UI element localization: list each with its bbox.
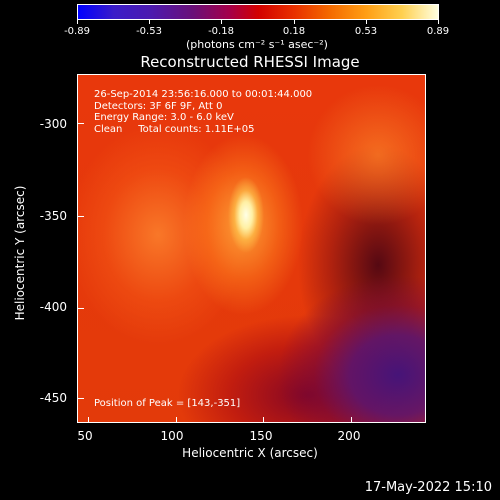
colorbar-tick-mark [366, 20, 367, 24]
y-tick-mark [78, 308, 84, 309]
colorbar-tick-label: 0.18 [282, 26, 306, 37]
y-tick-label: -300 [39, 117, 67, 131]
y-tick-mark [78, 216, 84, 217]
x-tick-label: 150 [249, 429, 273, 443]
y-tick-label: -400 [39, 300, 67, 314]
colorbar-tick-label: 0.53 [354, 26, 378, 37]
colorbar-tick-mark [77, 20, 78, 24]
colorbar-tick-label: 0.89 [426, 26, 450, 37]
colorbar-units: (photons cm⁻² s⁻¹ asec⁻²) [186, 38, 328, 51]
x-axis-label: Heliocentric X (arcsec) [182, 446, 318, 460]
rhessi-image [77, 74, 426, 423]
x-tick-label: 100 [160, 429, 184, 443]
y-tick-label: -450 [39, 391, 67, 405]
peak-position: Position of Peak = [143,-351] [94, 398, 241, 409]
colorbar-tick-mark [294, 20, 295, 24]
colorbar-tick-label: -0.53 [136, 26, 162, 37]
y-tick-mark [78, 398, 84, 399]
colorbar [77, 4, 439, 20]
plot-title: Reconstructed RHESSI Image [140, 53, 360, 71]
timestamp: 17-May-2022 15:10 [364, 480, 492, 495]
colorbar-tick-mark [221, 20, 222, 24]
observation-info: 26-Sep-2014 23:56:16.000 to 00:01:44.000… [94, 89, 313, 135]
colorbar-tick-label: -0.18 [208, 26, 234, 37]
x-tick-mark [88, 417, 89, 423]
y-tick-mark [78, 123, 84, 124]
colorbar-tick-mark [438, 20, 439, 24]
x-tick-label: 200 [337, 429, 361, 443]
x-tick-mark [176, 417, 177, 423]
colorbar-tick-mark [149, 20, 150, 24]
colorbar-tick-label: -0.89 [64, 26, 90, 37]
y-axis-label: Heliocentric Y (arcsec) [13, 185, 27, 321]
x-tick-mark [263, 417, 264, 423]
y-tick-label: -350 [39, 209, 67, 223]
x-tick-mark [351, 417, 352, 423]
x-tick-label: 50 [77, 429, 93, 443]
